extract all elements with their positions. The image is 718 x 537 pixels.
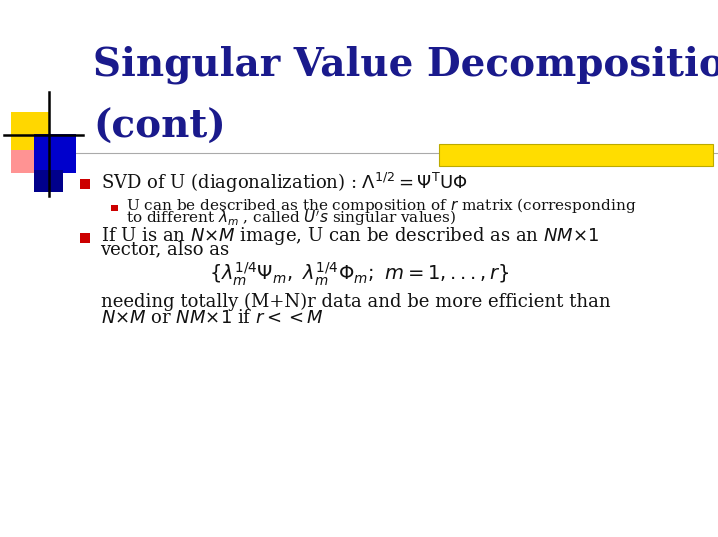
Text: needing totally (M+N)r data and be more efficient than: needing totally (M+N)r data and be more … bbox=[101, 293, 610, 311]
Text: vector, also as: vector, also as bbox=[101, 241, 230, 259]
Text: to different $\lambda_m$ , called $\mathit{U's}$ singular values): to different $\lambda_m$ , called $\math… bbox=[126, 208, 456, 228]
Text: If U is an $N{\times}M$ image, U can be described as an $NM{\times}1$: If U is an $N{\times}M$ image, U can be … bbox=[101, 226, 598, 247]
Text: $\{\lambda_m^{1/4}\Psi_m,\ \lambda_m^{1/4}\Phi_m;\ m=1,...,r\}$: $\{\lambda_m^{1/4}\Psi_m,\ \lambda_m^{1/… bbox=[209, 260, 509, 288]
Text: (cont): (cont) bbox=[93, 107, 226, 146]
Text: Singular Value Decomposition: Singular Value Decomposition bbox=[93, 46, 718, 84]
Text: $N{\times}M$ or $NM{\times}1$ if $r << M$: $N{\times}M$ or $NM{\times}1$ if $r << M… bbox=[101, 309, 324, 327]
Text: Note: U is not symmetrical: Note: U is not symmetrical bbox=[493, 148, 660, 161]
Text: U can be described as the composition of $r$ matrix (corresponding: U can be described as the composition of… bbox=[126, 195, 636, 215]
Text: SVD of U (diagonalization) : $\Lambda^{1/2} = \Psi^{\mathrm{T}}\mathrm{U}\Phi$: SVD of U (diagonalization) : $\Lambda^{1… bbox=[101, 171, 467, 194]
